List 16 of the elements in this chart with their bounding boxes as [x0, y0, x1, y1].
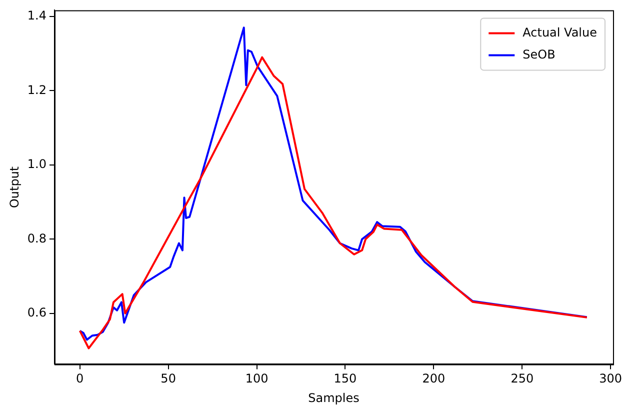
y-axis-title: Output: [7, 166, 22, 208]
y-tick-label: 1.4: [27, 8, 46, 23]
legend-label: Actual Value: [522, 25, 598, 40]
legend-label: SeOB: [522, 47, 556, 62]
x-axis-title: Samples: [308, 390, 360, 405]
y-tick-label: 0.6: [27, 305, 46, 320]
y-tick-label: 0.8: [27, 231, 46, 246]
x-tick-label: 300: [599, 372, 622, 386]
y-tick-label: 1.2: [27, 82, 46, 97]
y-tick-label: 1.0: [27, 157, 46, 172]
x-tick-label: 150: [334, 372, 357, 386]
x-tick-label: 250: [510, 372, 534, 386]
x-tick-label: 200: [422, 372, 446, 386]
x-tick-label: 0: [76, 372, 84, 386]
x-tick-label: 100: [245, 372, 268, 386]
x-tick-label: 50: [160, 372, 176, 386]
